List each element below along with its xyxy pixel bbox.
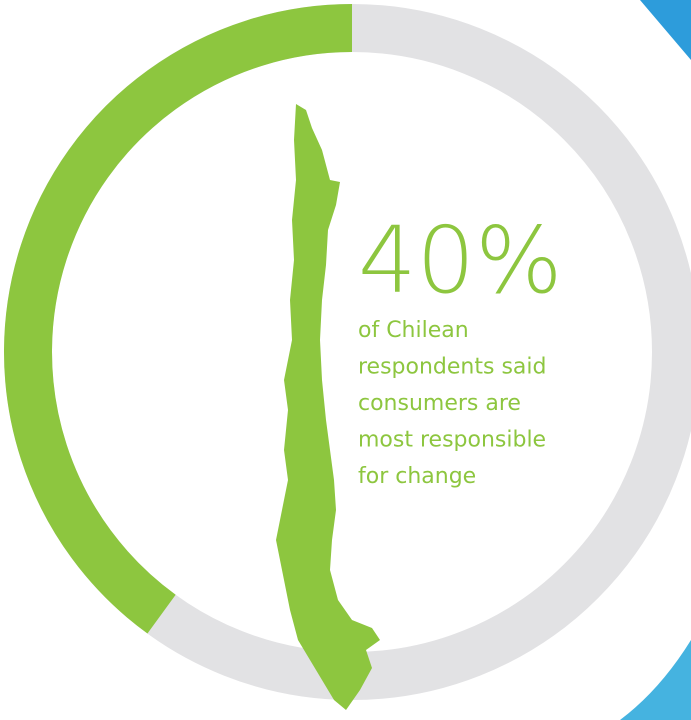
annotation-line: for change <box>358 464 476 489</box>
corner-decoration <box>620 640 691 720</box>
gauge-arc <box>4 4 353 634</box>
corner-decoration <box>640 0 691 60</box>
headline-value: 40% <box>358 207 562 314</box>
annotation-line: of Chilean <box>358 318 469 343</box>
annotation-line: respondents said <box>358 355 546 380</box>
chile-map <box>276 104 380 710</box>
annotation-line: consumers are <box>358 391 521 416</box>
annotation-line: most responsible <box>358 428 546 453</box>
